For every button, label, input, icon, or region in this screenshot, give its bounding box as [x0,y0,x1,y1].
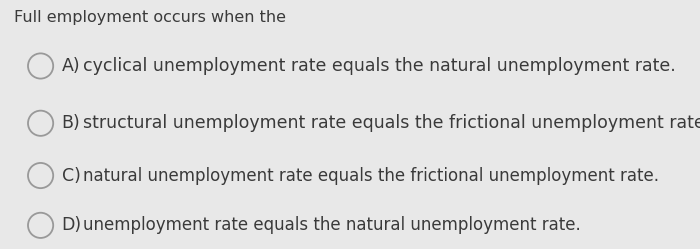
Text: C): C) [62,167,80,185]
Text: D): D) [62,216,82,234]
Text: structural unemployment rate equals the frictional unemployment rate.: structural unemployment rate equals the … [83,114,700,132]
Text: B): B) [62,114,80,132]
Text: unemployment rate equals the natural unemployment rate.: unemployment rate equals the natural une… [83,216,580,234]
Text: cyclical unemployment rate equals the natural unemployment rate.: cyclical unemployment rate equals the na… [83,57,676,75]
Text: A): A) [62,57,80,75]
Text: Full employment occurs when the: Full employment occurs when the [14,10,286,25]
Text: natural unemployment rate equals the frictional unemployment rate.: natural unemployment rate equals the fri… [83,167,659,185]
